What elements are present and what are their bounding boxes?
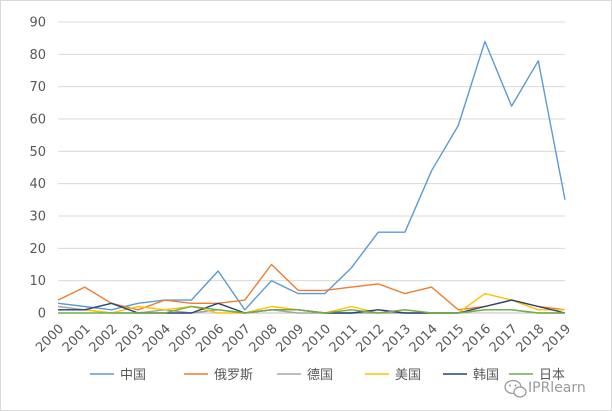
legend-label: 中国 [120, 368, 146, 383]
watermark-text: IPRlearn [528, 380, 586, 396]
watermark: IPRlearn [504, 379, 586, 398]
y-tick-label: 20 [29, 242, 46, 257]
legend: 中国 俄罗斯 德国 美国 韩国 日本 [90, 368, 565, 383]
legend-label: 德国 [307, 368, 333, 383]
wechat-icon [504, 379, 527, 398]
y-tick-label: 60 [29, 113, 46, 128]
y-tick-label: 40 [29, 177, 46, 192]
y-tick-label: 0 [38, 307, 46, 322]
legend-label: 俄罗斯 [214, 368, 253, 383]
y-tick-label: 90 [29, 16, 46, 31]
y-tick-label: 70 [29, 80, 46, 95]
legend-label: 韩国 [473, 368, 499, 383]
y-tick-label: 50 [29, 145, 46, 160]
legend-label: 日本 [539, 368, 565, 383]
legend-label: 美国 [395, 368, 421, 383]
series-lines [57, 40, 566, 314]
y-tick-label: 80 [29, 48, 46, 63]
y-tick-label: 30 [29, 210, 46, 225]
y-tick-label: 10 [29, 274, 46, 289]
series-line-0 [57, 40, 566, 311]
y-axis-ticks: 0 10 20 30 40 50 60 70 80 90 [29, 16, 46, 322]
series-line-5 [58, 305, 565, 314]
